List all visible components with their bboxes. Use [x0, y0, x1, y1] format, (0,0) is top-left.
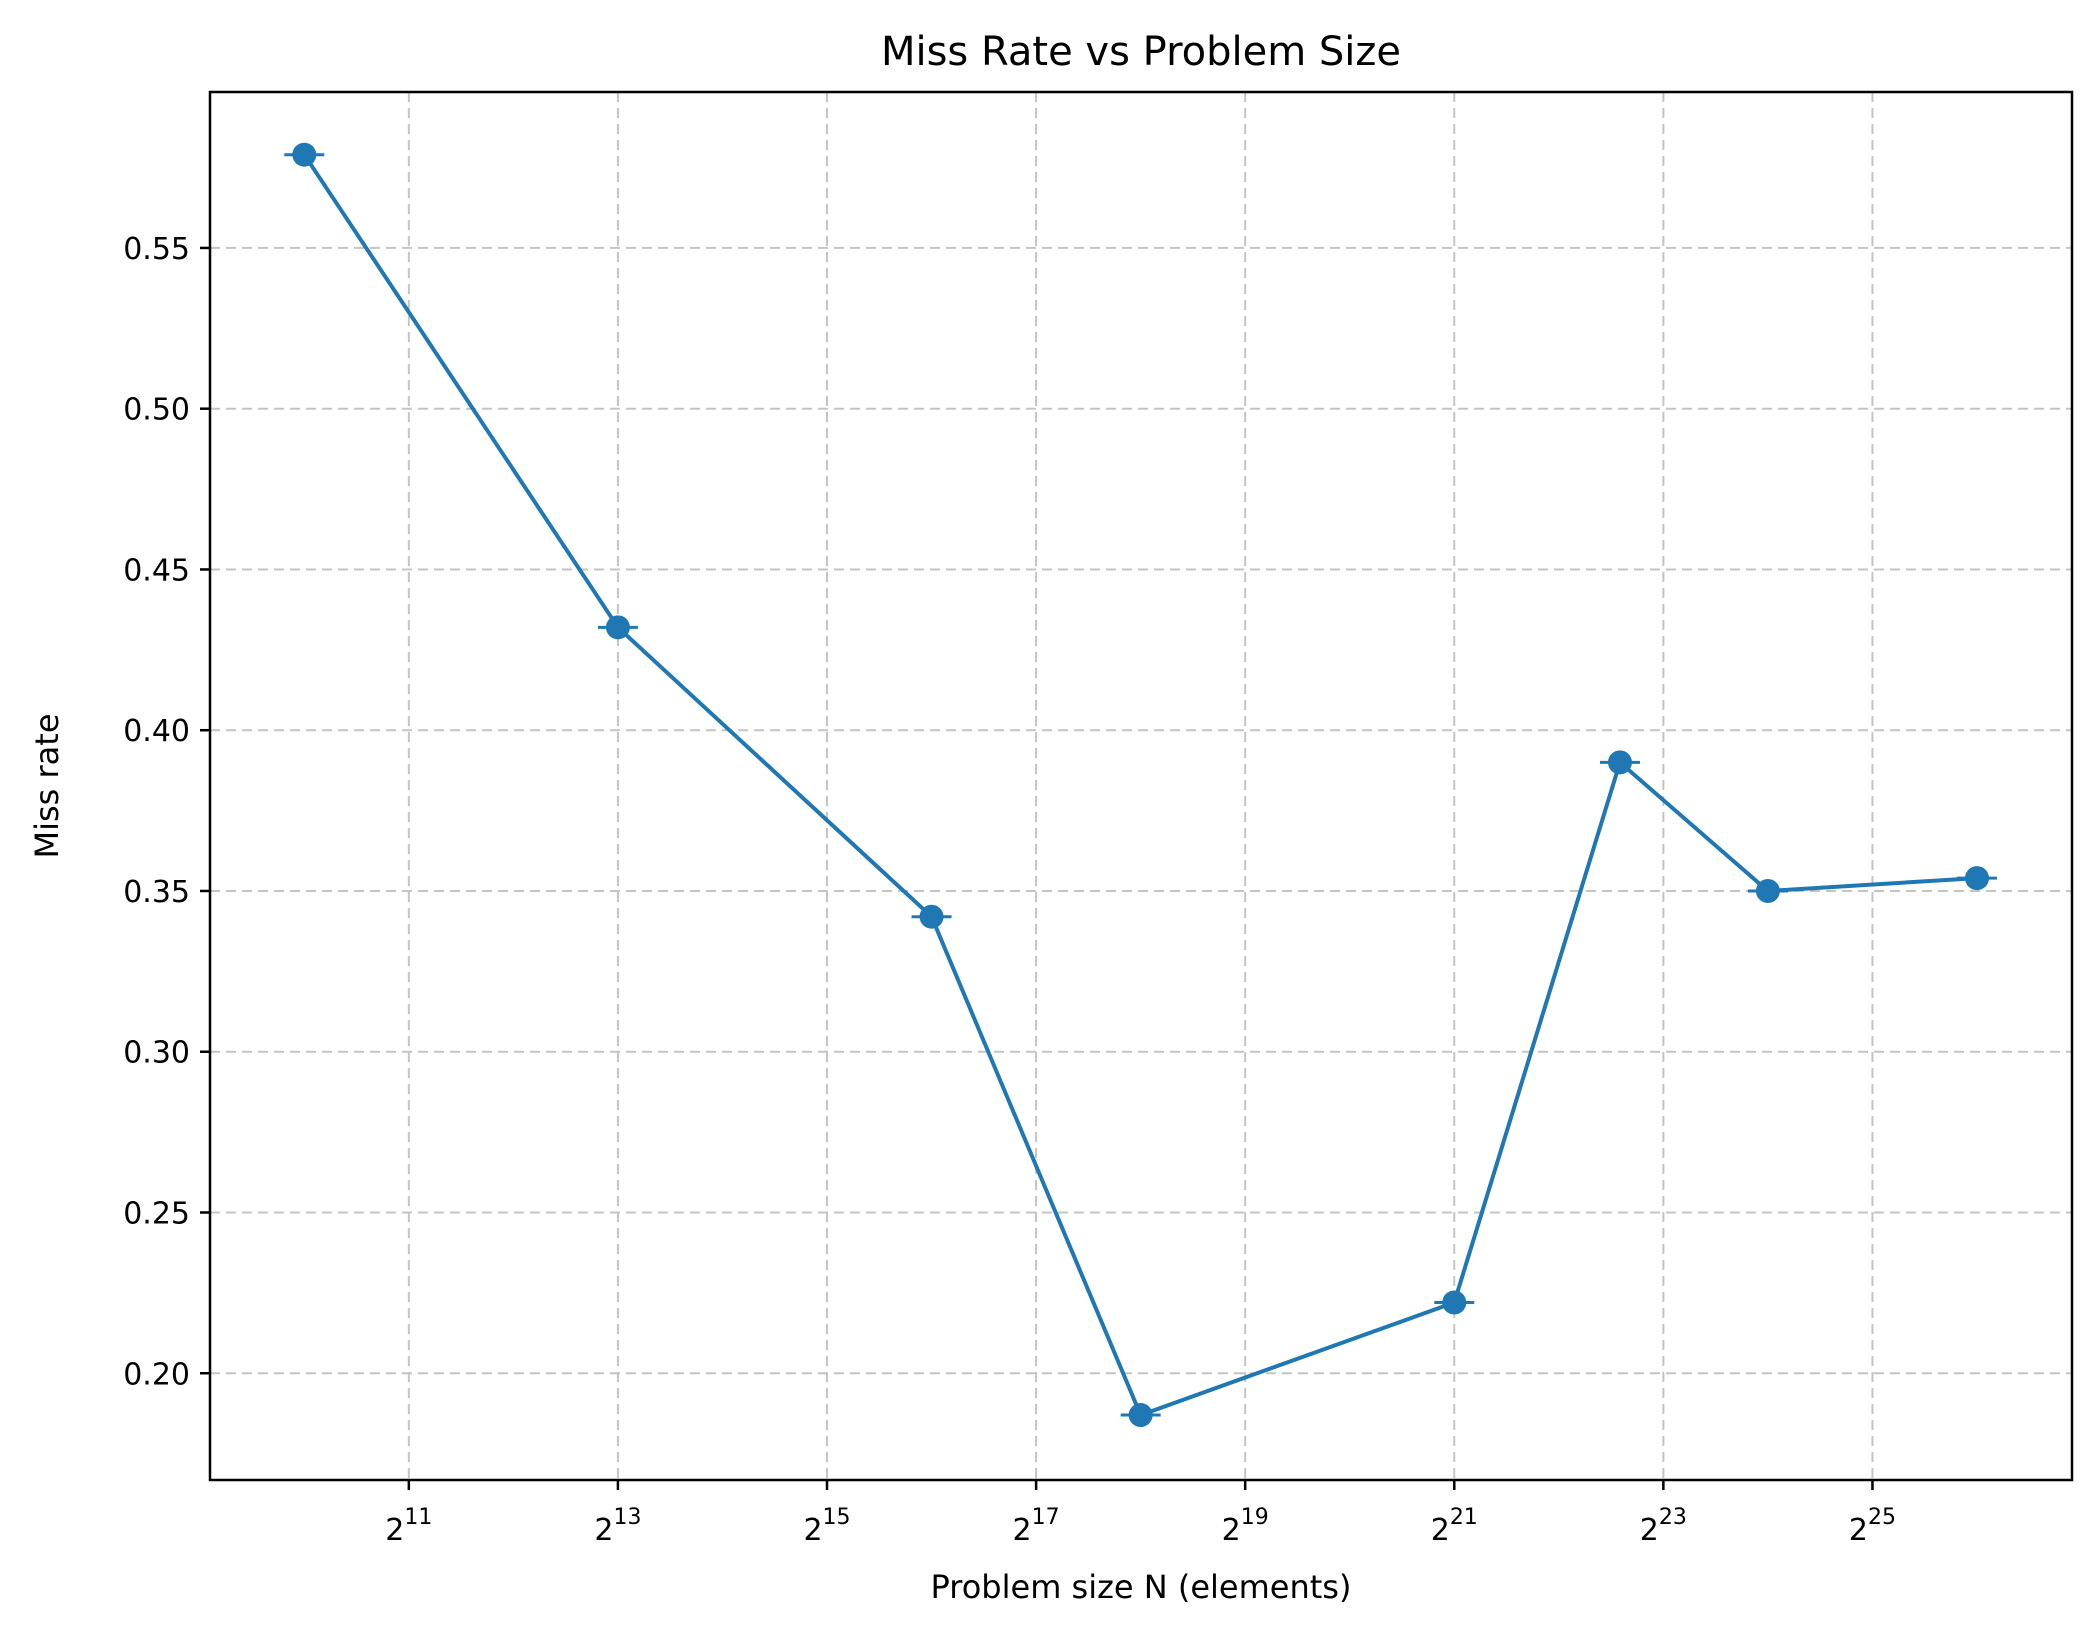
data-point — [1607, 750, 1632, 775]
data-point — [1755, 878, 1780, 903]
y-tick-label: 0.45 — [123, 553, 190, 588]
x-tick-label: 225 — [1849, 1505, 1896, 1548]
x-tick-label: 217 — [1013, 1505, 1060, 1548]
y-tick-label: 0.55 — [123, 232, 190, 267]
y-tick-label: 0.35 — [123, 875, 190, 910]
y-tick-label: 0.20 — [123, 1357, 190, 1392]
x-tick-label: 211 — [385, 1505, 432, 1548]
x-tick-label: 213 — [594, 1505, 641, 1548]
plot-frame — [208, 90, 2074, 1482]
grid-layer — [210, 92, 2072, 1480]
y-tick-label: 0.50 — [123, 393, 190, 428]
x-tick-label: 215 — [803, 1505, 850, 1548]
data-point — [605, 615, 630, 640]
series-line — [302, 153, 1978, 1418]
chart-title: Miss Rate vs Problem Size — [881, 29, 1401, 75]
y-tick-label: 0.40 — [123, 714, 190, 749]
data-point — [292, 142, 317, 167]
data-point — [1964, 866, 1989, 891]
data-point — [1442, 1290, 1467, 1315]
y-tick-label: 0.30 — [123, 1036, 190, 1071]
y-axis-label: Miss rate — [28, 713, 66, 858]
x-tick-label: 223 — [1640, 1505, 1687, 1548]
x-axis-label: Problem size N (elements) — [931, 1568, 1352, 1606]
series-layer — [284, 142, 1997, 1428]
data-point — [919, 904, 944, 929]
y-tick-label: 0.25 — [123, 1196, 190, 1231]
tick-layer: 211 213 215 217 219 221 223 225 0.20 0.25 0.30 0.35… — [123, 232, 1896, 1548]
x-tick-label: 219 — [1222, 1505, 1269, 1548]
x-tick-label: 221 — [1431, 1505, 1478, 1548]
data-point — [1128, 1403, 1153, 1428]
